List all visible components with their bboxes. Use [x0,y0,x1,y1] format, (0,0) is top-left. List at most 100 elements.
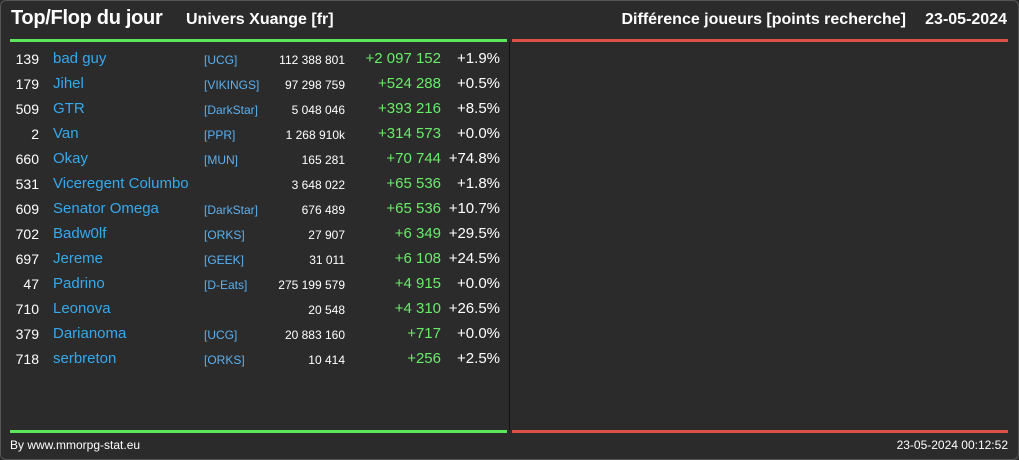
player-rank: 609 [15,201,39,217]
points-difference: +256 [407,350,441,367]
percent-change: +26.5% [448,300,500,317]
table-row: 47 Padrino [D-Eats] 275 199 579 +4 915 +0.0% [0,273,510,298]
header-date: 23-05-2024 [925,11,1007,28]
player-rank: 47 [23,276,39,292]
player-rank: 710 [15,301,39,317]
player-rank: 531 [15,176,39,192]
percent-change: +1.8% [457,175,500,192]
alliance-tag[interactable]: [ORKS] [204,353,245,367]
player-name-link[interactable]: bad guy [53,50,107,67]
player-name-link[interactable]: GTR [53,100,85,117]
player-points: 20 548 [308,303,345,317]
percent-change: +1.9% [457,50,500,67]
player-name-link[interactable]: Jihel [53,75,84,92]
points-difference: +6 108 [394,250,441,267]
alliance-tag[interactable]: [UCG] [204,328,238,342]
table-row: 718 serbreton [ORKS] 10 414 +256 +2.5% [0,348,510,373]
table-row: 379 Darianoma [UCG] 20 883 160 +717 +0.0% [0,323,510,348]
panel-divider [509,42,510,430]
table-row: 509 GTR [DarkStar] 5 048 046 +393 216 +8.5% [0,98,510,123]
player-rank: 702 [15,226,39,242]
alliance-tag[interactable]: [DarkStar] [204,103,259,117]
player-rank: 660 [15,151,39,167]
table-row: 609 Senator Omega [DarkStar] 676 489 +65 536… [0,198,510,223]
table-row: 179 Jihel [VIKINGS] 97 298 759 +524 288 +0.5% [0,73,510,98]
flop-panel-bottom-bar [512,430,1008,433]
percent-change: +10.7% [448,200,500,217]
player-points: 10 414 [308,353,345,367]
player-points: 3 648 022 [291,178,345,192]
player-rank: 139 [15,51,39,67]
player-name-link[interactable]: Leonova [53,300,111,317]
alliance-tag[interactable]: [MUN] [204,153,238,167]
player-rank: 179 [15,76,39,92]
player-rank: 718 [15,351,39,367]
table-row: 660 Okay [MUN] 165 281 +70 744 +74.8% [0,148,510,173]
player-name-link[interactable]: Viceregent Columbo [53,175,189,192]
difference-label: Différence joueurs [points recherche] [621,11,906,28]
player-name-link[interactable]: Van [53,125,79,142]
points-difference: +4 310 [394,300,441,317]
header: Top/Flop du jour Univers Xuange [fr] Dif… [0,0,1019,40]
points-difference: +717 [407,325,441,342]
player-points: 275 199 579 [278,278,345,292]
table-row: 531 Viceregent Columbo 3 648 022 +65 536 +1.… [0,173,510,198]
player-name-link[interactable]: Badw0lf [53,225,107,242]
player-name-link[interactable]: Padrino [53,275,105,292]
table-row: 139 bad guy [UCG] 112 388 801 +2 097 152 +1.9… [0,48,510,73]
player-points: 20 883 160 [284,328,345,342]
percent-change: +0.5% [457,75,500,92]
percent-change: +0.0% [457,325,500,342]
player-points: 31 011 [309,253,345,267]
player-points: 27 907 [308,228,345,242]
points-difference: +314 573 [378,125,441,142]
alliance-tag[interactable]: [VIKINGS] [204,78,260,92]
player-name-link[interactable]: Okay [53,150,89,167]
footer-timestamp: 23-05-2024 00:12:52 [896,438,1008,452]
player-points: 97 298 759 [284,78,345,92]
percent-change: +2.5% [457,350,500,367]
player-points: 676 489 [301,203,345,217]
player-points: 112 388 801 [279,53,345,67]
player-rank: 697 [15,251,39,267]
player-points: 165 281 [301,153,345,167]
player-name-link[interactable]: Darianoma [53,325,127,342]
points-difference: +6 349 [394,225,441,242]
percent-change: +29.5% [448,225,500,242]
table-row: 2 Van [PPR] 1 268 910k +314 573 +0.0% [0,123,510,148]
points-difference: +524 288 [378,75,441,92]
alliance-tag[interactable]: [ORKS] [204,228,245,242]
percent-change: +24.5% [448,250,500,267]
points-difference: +393 216 [378,100,441,117]
alliance-tag[interactable]: [DarkStar] [204,203,259,217]
flop-panel-bar [512,39,1008,42]
alliance-tag[interactable]: [UCG] [204,53,238,67]
player-name-link[interactable]: Senator Omega [53,200,159,217]
player-points: 5 048 046 [291,103,345,117]
percent-change: +8.5% [457,100,500,117]
table-row: 710 Leonova 20 548 +4 310 +26.5% [0,298,510,323]
top-panel-bottom-bar [10,430,507,433]
player-rank: 509 [15,101,39,117]
table-row: 697 Jereme [GEEK] 31 011 +6 108 +24.5% [0,248,510,273]
percent-change: +74.8% [448,150,500,167]
player-points: 1 268 910k [285,128,345,142]
alliance-tag[interactable]: [PPR] [204,128,236,142]
percent-change: +0.0% [457,275,500,292]
player-name-link[interactable]: Jereme [53,250,104,267]
points-difference: +65 536 [386,175,441,192]
points-difference: +4 915 [394,275,441,292]
page-title: Top/Flop du jour [11,7,163,29]
points-difference: +65 536 [386,200,441,217]
site-credit: By www.mmorpg-stat.eu [10,438,141,452]
universe-subtitle: Univers Xuange [fr] [186,11,334,28]
alliance-tag[interactable]: [D-Eats] [204,278,248,292]
alliance-tag[interactable]: [GEEK] [204,253,245,267]
percent-change: +0.0% [457,125,500,142]
points-difference: +2 097 152 [365,50,442,67]
points-difference: +70 744 [386,150,441,167]
player-rank: 379 [15,326,39,342]
player-name-link[interactable]: serbreton [53,350,117,367]
top-players-list: 139 bad guy [UCG] 112 388 801 +2 097 152 +1.9… [0,48,510,373]
player-rank: 2 [31,126,39,142]
